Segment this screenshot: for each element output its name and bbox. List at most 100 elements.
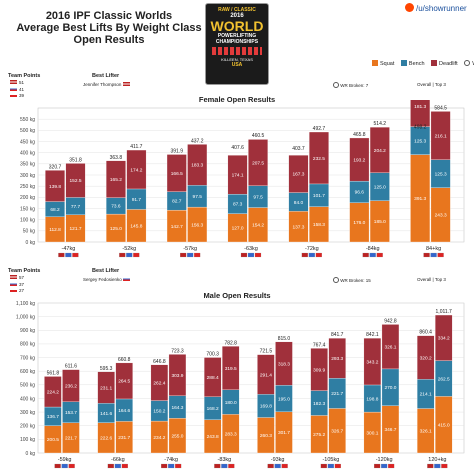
- podium-flag-icon: [430, 252, 437, 258]
- y-tick-label: 250 kg: [20, 184, 35, 190]
- podium-flag-icon: [65, 252, 72, 258]
- bar-total-label: 1,011.7: [436, 309, 453, 315]
- bar-segment-deadlift: [435, 314, 453, 361]
- flag-icon: [10, 275, 17, 279]
- male-best-lifter-label: Best Lifter: [92, 268, 120, 274]
- podium-flag-icon: [221, 463, 228, 469]
- y-tick-label: 600 kg: [20, 369, 35, 375]
- bar-value-label: 334.2: [438, 336, 450, 342]
- chart-title-line-1: 2016 IPF Classic Worlds: [45, 10, 173, 22]
- bar-total-label: 842.1: [366, 332, 379, 338]
- y-tick-label: 1,100 kg: [16, 301, 35, 307]
- male-team-point-value: 27: [19, 288, 25, 293]
- bar-value-label: 243.3: [435, 213, 447, 219]
- bar-value-label: 195.0: [278, 396, 290, 402]
- y-tick-label: 100 kg: [20, 437, 35, 443]
- bar-value-label: 176.0: [353, 220, 365, 226]
- bar-value-label: 185.0: [374, 219, 386, 225]
- bar-value-label: 84.0: [294, 200, 304, 206]
- podium-flag-icon: [308, 252, 315, 258]
- male-stacked-bar-chart: 0 kg 100 kg 200 kg 300 kg 400 kg 500 kg 600 kg…: [16, 301, 465, 469]
- y-tick-label: 400 kg: [20, 150, 35, 156]
- bar-segment-deadlift: [349, 137, 370, 182]
- bar-total-label: 815.0: [278, 336, 291, 342]
- x-tick-label: -72kg: [305, 246, 319, 252]
- bar-value-label: 260.3: [260, 433, 272, 439]
- bar-total-label: 460.5: [252, 133, 265, 139]
- bar-value-label: 164.6: [118, 408, 130, 414]
- bar-value-label: 236.2: [65, 384, 77, 390]
- bar-value-label: 270.0: [384, 385, 396, 391]
- bar-segment-deadlift: [416, 335, 435, 380]
- bar-value-label: 214.1: [420, 392, 432, 398]
- bar-segment-deadlift: [410, 100, 431, 127]
- bar-value-label: 181.3: [414, 104, 426, 110]
- podium-flag-icon: [68, 463, 75, 469]
- podium-flag-icon: [168, 463, 175, 469]
- bar-value-label: 180.0: [225, 400, 237, 406]
- x-tick-label: -74kg: [164, 457, 178, 463]
- bar-segment-deadlift: [44, 376, 62, 408]
- podium-flag-icon: [427, 463, 434, 469]
- reddit-handle[interactable]: /u/showrunner: [405, 3, 467, 13]
- female-wr-broken-text: WR Broken: 7: [340, 83, 369, 88]
- podium-flag-icon: [126, 252, 133, 258]
- podium-flag-icon: [254, 252, 262, 258]
- bar-value-label: 301.7: [278, 430, 290, 436]
- bar-value-label: 264.5: [118, 379, 130, 385]
- female-best-lifter-label: Best Lifter: [92, 73, 120, 79]
- y-tick-label: 350 kg: [20, 162, 35, 168]
- bar-value-label: 142.7: [171, 224, 183, 230]
- bar-value-label: 221.7: [331, 391, 343, 397]
- flag-icon: [10, 281, 17, 286]
- bar-value-label: 168.2: [207, 406, 219, 412]
- bar-value-label: 320.2: [420, 355, 432, 361]
- bar-segment-deadlift: [288, 155, 309, 193]
- bar-value-label: 183.3: [191, 163, 203, 169]
- bar-value-label: 68.2: [50, 207, 60, 213]
- x-tick-label: 120+kg: [428, 457, 446, 463]
- bar-value-label: 262.5: [438, 376, 450, 382]
- bar-segment-deadlift: [222, 346, 240, 390]
- bar-value-label: 150.2: [153, 409, 165, 415]
- deadlift-swatch-icon: [431, 60, 438, 66]
- podium-flag-icon: [274, 463, 281, 469]
- bar-value-label: 198.8: [366, 396, 378, 402]
- bar-total-label: 320.7: [49, 164, 62, 170]
- podium-flag-icon: [437, 252, 444, 258]
- bar-value-label: 127.0: [232, 226, 244, 232]
- y-tick-label: 400 kg: [20, 396, 35, 402]
- bar-value-label: 303.9: [171, 373, 183, 379]
- bar-total-label: 660.8: [118, 357, 131, 363]
- bar-value-label: 166.5: [171, 171, 183, 177]
- bar-value-label: 326.7: [331, 429, 343, 435]
- wr-marker-icon: [464, 60, 471, 66]
- logo-place: KILLEEN, TEXAS: [221, 57, 253, 62]
- male-wr-broken-text: WR Broken: 15: [340, 278, 371, 283]
- x-tick-label: -47kg: [62, 246, 76, 252]
- male-best-lifter-name: Sergey Fedosienko: [83, 277, 122, 282]
- podium-flag-icon: [180, 252, 187, 258]
- x-tick-label: -105kg: [322, 457, 339, 463]
- bar-value-label: 309.9: [313, 367, 325, 373]
- bar-total-label: 782.8: [224, 340, 237, 346]
- bar-value-label: 112.8: [49, 227, 61, 233]
- podium-flag-icon: [214, 463, 221, 469]
- logo-sub2: CHAMPIONSHIPS: [215, 39, 259, 45]
- podium-flag-icon: [301, 252, 308, 258]
- bench-swatch-icon: [400, 60, 407, 66]
- podium-flag-icon: [369, 252, 376, 258]
- bar-total-label: 492.7: [313, 126, 326, 132]
- bar-value-label: 167.3: [292, 172, 304, 178]
- podium-flag-icon: [376, 252, 383, 258]
- bar-value-label: 137.3: [292, 224, 304, 230]
- x-tick-label: -57kg: [183, 246, 197, 252]
- bar-value-label: 216.1: [435, 133, 447, 139]
- bar-value-label: 182.3: [313, 401, 325, 407]
- legend-item-squat: Squat: [372, 60, 394, 67]
- logo-sub: POWERLIFTING: [217, 33, 257, 39]
- bar-value-label: 125.0: [374, 185, 386, 191]
- bar-total-label: 700.3: [206, 352, 219, 358]
- bar-value-label: 200.5: [47, 437, 59, 443]
- bar-value-label: 204.2: [374, 148, 386, 154]
